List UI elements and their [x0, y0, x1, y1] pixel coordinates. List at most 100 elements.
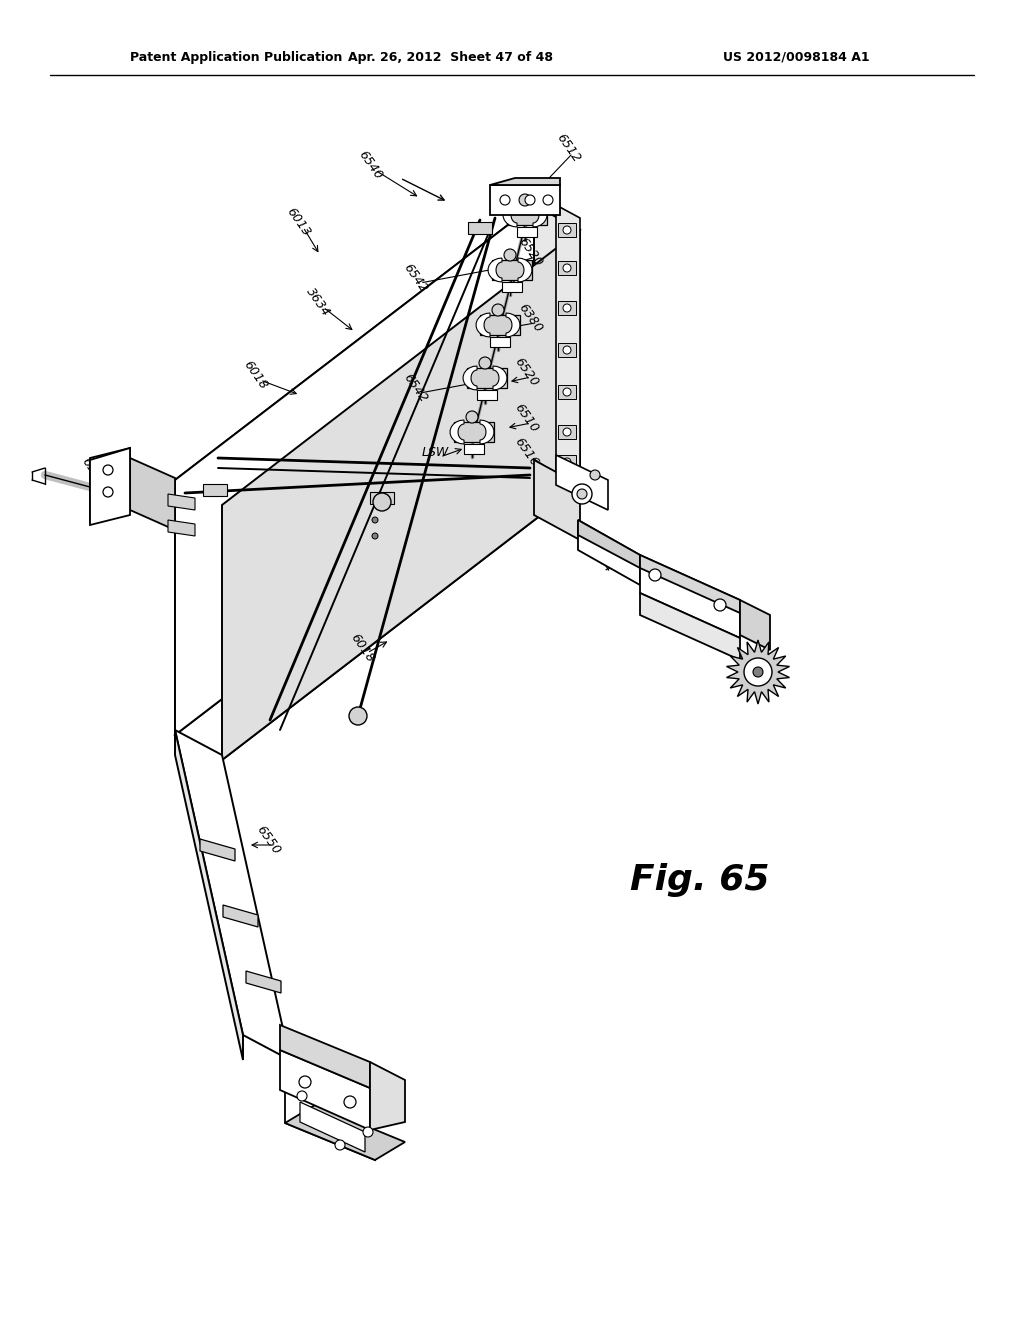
Polygon shape [90, 447, 130, 525]
Text: 6540: 6540 [355, 148, 384, 182]
Circle shape [563, 388, 571, 396]
Polygon shape [175, 730, 243, 1060]
Polygon shape [503, 203, 517, 227]
Text: Fig. 65: Fig. 65 [630, 863, 770, 898]
Text: 6013: 6013 [284, 205, 312, 239]
Polygon shape [175, 730, 290, 1060]
Polygon shape [370, 1063, 406, 1130]
Circle shape [372, 517, 378, 523]
Polygon shape [90, 458, 130, 521]
Polygon shape [502, 282, 522, 292]
Circle shape [504, 249, 516, 261]
Circle shape [299, 1076, 311, 1088]
Circle shape [563, 264, 571, 272]
Circle shape [543, 195, 553, 205]
Polygon shape [492, 260, 532, 280]
Polygon shape [726, 640, 790, 704]
Text: 6510: 6510 [512, 401, 541, 434]
Circle shape [297, 1092, 307, 1101]
Polygon shape [480, 315, 520, 335]
Circle shape [577, 488, 587, 499]
Circle shape [103, 487, 113, 498]
Circle shape [590, 470, 600, 480]
Polygon shape [490, 337, 510, 347]
Polygon shape [476, 313, 490, 337]
Polygon shape [451, 420, 464, 444]
Polygon shape [223, 906, 258, 927]
Text: 6018: 6018 [347, 631, 377, 665]
Polygon shape [175, 205, 580, 506]
Circle shape [649, 569, 662, 581]
Text: 6512: 6512 [554, 131, 583, 165]
Circle shape [563, 428, 571, 436]
Polygon shape [285, 1088, 375, 1160]
Circle shape [519, 194, 531, 206]
Polygon shape [463, 366, 477, 389]
Circle shape [335, 1140, 345, 1150]
Circle shape [563, 226, 571, 234]
Text: 6542: 6542 [400, 261, 429, 294]
Circle shape [362, 1127, 373, 1137]
Polygon shape [285, 1105, 406, 1160]
Polygon shape [175, 480, 222, 760]
Polygon shape [558, 385, 575, 399]
Polygon shape [488, 257, 502, 282]
Text: 6516: 6516 [512, 436, 541, 469]
Polygon shape [490, 185, 560, 215]
Text: 3634: 3634 [303, 285, 333, 319]
Text: Apr. 26, 2012  Sheet 47 of 48: Apr. 26, 2012 Sheet 47 of 48 [347, 50, 553, 63]
Circle shape [492, 304, 504, 315]
Circle shape [563, 346, 571, 354]
Polygon shape [558, 261, 575, 275]
Polygon shape [534, 205, 580, 484]
Polygon shape [454, 422, 494, 442]
Polygon shape [640, 554, 740, 612]
Polygon shape [200, 840, 234, 861]
Circle shape [563, 304, 571, 312]
Polygon shape [90, 447, 130, 470]
Polygon shape [246, 972, 281, 993]
Polygon shape [130, 458, 175, 531]
Polygon shape [477, 389, 497, 400]
Polygon shape [280, 1049, 370, 1130]
Polygon shape [168, 520, 195, 536]
Circle shape [563, 458, 571, 466]
Polygon shape [175, 205, 534, 735]
Polygon shape [556, 205, 580, 490]
Text: 6520: 6520 [512, 355, 541, 389]
Polygon shape [578, 520, 640, 568]
Polygon shape [578, 520, 640, 585]
Polygon shape [534, 459, 580, 540]
Polygon shape [370, 492, 394, 504]
Circle shape [372, 533, 378, 539]
Text: 6560: 6560 [79, 455, 108, 488]
Polygon shape [517, 227, 537, 238]
Polygon shape [556, 455, 608, 510]
Polygon shape [490, 178, 560, 185]
Polygon shape [480, 420, 494, 444]
Polygon shape [493, 366, 507, 389]
Circle shape [753, 667, 763, 677]
Circle shape [373, 492, 391, 511]
Polygon shape [506, 313, 520, 337]
Text: US 2012/0098184 A1: US 2012/0098184 A1 [723, 50, 870, 63]
Polygon shape [640, 554, 740, 638]
Polygon shape [168, 494, 195, 510]
Polygon shape [558, 425, 575, 440]
Polygon shape [558, 223, 575, 238]
Polygon shape [507, 205, 547, 224]
Text: Patent Application Publication: Patent Application Publication [130, 50, 342, 63]
Polygon shape [467, 368, 507, 388]
Polygon shape [740, 601, 770, 649]
Polygon shape [203, 484, 227, 496]
Polygon shape [558, 455, 575, 469]
Text: 6520: 6520 [515, 235, 545, 269]
Polygon shape [558, 301, 575, 315]
Text: 6514: 6514 [586, 541, 614, 574]
Polygon shape [518, 257, 531, 282]
Text: 6380: 6380 [515, 301, 545, 335]
Circle shape [349, 708, 367, 725]
Polygon shape [175, 459, 580, 760]
Text: 6550: 6550 [254, 824, 283, 857]
Polygon shape [640, 593, 740, 660]
